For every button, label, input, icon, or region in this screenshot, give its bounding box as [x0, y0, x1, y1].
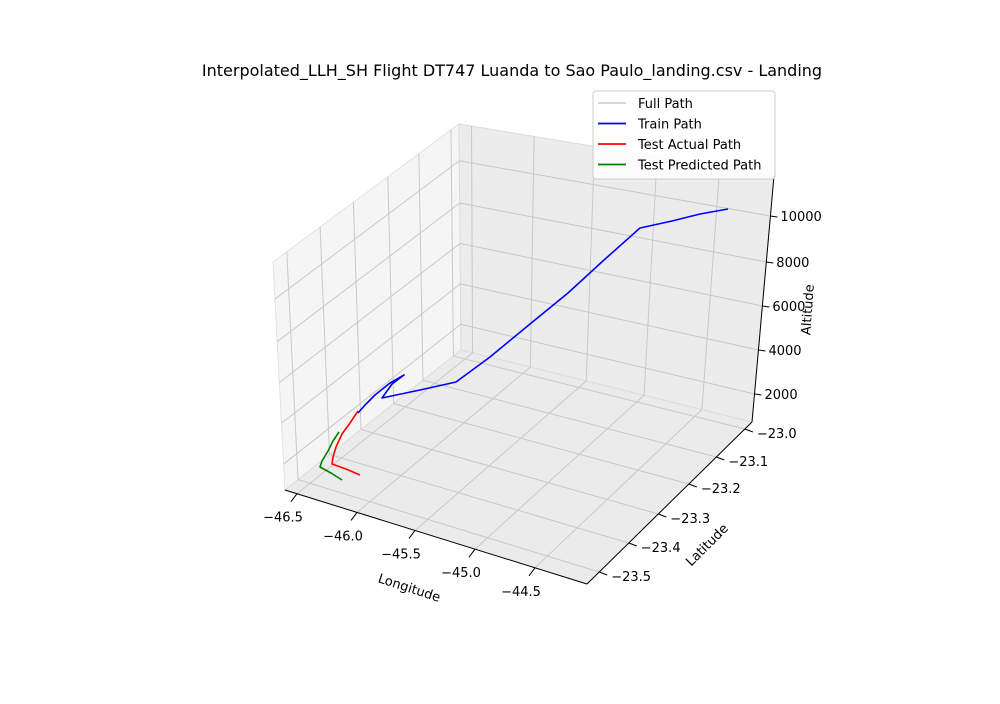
x-axis-line: [284, 489, 588, 585]
y-gridline-floor: [453, 355, 745, 430]
x-gridline-wall: [471, 126, 474, 353]
z-tick-label: 10000: [780, 210, 821, 225]
x-tick-mark: [408, 530, 416, 539]
y-gridline-floor: [360, 429, 659, 515]
x-tick-label: −45.0: [441, 566, 481, 581]
z-gridline-right: [459, 242, 763, 307]
z-tick-mark: [758, 349, 766, 352]
y-gridline-wall: [387, 176, 395, 404]
y-tick-label: −23.5: [611, 570, 651, 585]
z-tick-mark: [762, 305, 770, 308]
z-gridline-right: [459, 202, 767, 263]
y-axis-label: Latitude: [683, 521, 731, 569]
y-gridline-wall: [319, 227, 331, 455]
z-tick-label: 6000: [772, 300, 805, 315]
z-tick-label: 4000: [768, 344, 801, 359]
y-tick-mark: [744, 428, 754, 433]
x-tick-mark: [290, 493, 298, 503]
z-gridline-left: [276, 202, 461, 343]
y-tick-mark: [688, 483, 698, 488]
y-tick-mark: [658, 513, 667, 518]
grid-lines: [274, 126, 771, 573]
chart-title: Interpolated_LLH_SH Flight DT747 Luanda …: [202, 61, 822, 81]
z-gridline-left: [283, 323, 462, 465]
x-axis-label: Longitude: [376, 572, 442, 606]
x-gridline-wall: [529, 136, 535, 368]
y-gridline-floor: [422, 379, 717, 458]
y-tick-label: −23.3: [670, 512, 710, 527]
z-axis-label: Altitude: [799, 284, 818, 336]
legend-label: Train Path: [637, 118, 702, 133]
legend: Full Path Train Path Test Actual Path Test …: [592, 90, 776, 180]
y-axis-line: [586, 421, 753, 585]
x-gridline-floor: [356, 366, 531, 513]
y-gridline-wall: [418, 153, 424, 381]
series-line: [357, 208, 729, 414]
y-tick-label: −23.2: [701, 482, 741, 497]
z-gridline-left: [279, 243, 461, 383]
axis-lines: [284, 175, 775, 585]
y-gridline-wall: [450, 129, 454, 357]
z-gridline-left: [281, 283, 461, 424]
y-gridline-floor: [329, 454, 629, 544]
z-tick-mark: [754, 393, 762, 396]
y-tick-label: −23.0: [757, 427, 797, 442]
y-gridline-wall: [352, 202, 362, 430]
legend-label: Test Actual Path: [637, 138, 741, 153]
z-tick-label: 8000: [776, 256, 809, 271]
y-tick-label: −23.1: [728, 455, 768, 470]
z-gridline-right: [460, 323, 755, 395]
z-tick-mark: [770, 215, 778, 218]
x-tick-mark: [350, 512, 358, 521]
y-tick-mark: [628, 542, 637, 547]
x-gridline-wall: [701, 167, 721, 410]
x-tick-label: −46.0: [323, 529, 363, 544]
z-tick-label: 2000: [765, 388, 798, 403]
x-tick-label: −45.5: [381, 547, 421, 562]
y-gridline-floor: [393, 403, 689, 485]
x-tick-label: −46.5: [263, 511, 303, 526]
y-tick-mark: [716, 456, 725, 461]
z-gridline-right: [459, 160, 771, 217]
series-layer: [319, 208, 729, 481]
tick-marks: −46.5 −46.0 −45.5 −45.0 −44.5 −23.0 −23.1 −23.2…: [263, 210, 822, 600]
legend-label: Test Predicted Path: [637, 159, 761, 174]
y-tick-label: −23.4: [641, 541, 681, 556]
x-gridline-wall: [643, 156, 658, 396]
series-line: [331, 410, 361, 476]
y-tick-mark: [599, 571, 608, 576]
y-gridline-floor: [297, 479, 600, 573]
x-tick-mark: [528, 567, 536, 577]
z-gridline-left: [274, 160, 460, 300]
x-gridline-floor: [414, 380, 587, 531]
legend-box: [592, 90, 776, 180]
x-gridline-wall: [585, 146, 596, 382]
z-tick-mark: [766, 261, 774, 264]
x-tick-label: −44.5: [501, 585, 541, 600]
z-gridline-right: [460, 283, 759, 351]
axes-panes: [272, 123, 775, 585]
y-gridline-wall: [286, 251, 299, 480]
x-gridline-floor: [534, 409, 703, 569]
x-tick-mark: [468, 548, 476, 558]
x-gridline-floor: [474, 394, 645, 550]
legend-label: Full Path: [638, 97, 693, 112]
series-line: [319, 431, 343, 481]
z-axis-line: [751, 175, 775, 423]
